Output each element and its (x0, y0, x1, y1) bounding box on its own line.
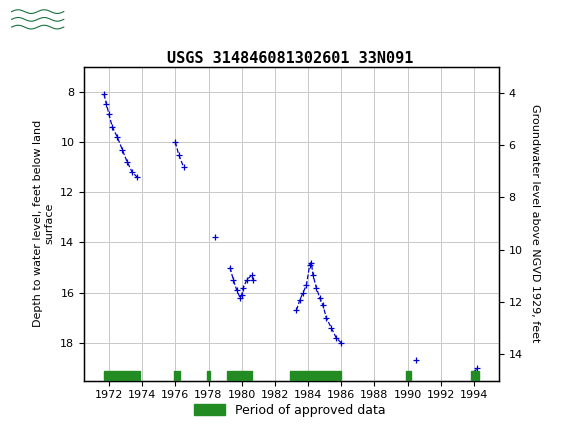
Bar (470, 371, 479, 380)
Text: USGS 314846081302601 33N091: USGS 314846081302601 33N091 (167, 51, 413, 65)
Bar (290, 371, 341, 380)
Bar (173, 371, 180, 380)
Bar (227, 371, 252, 380)
Bar (104, 371, 140, 380)
Text: USGS: USGS (72, 10, 128, 28)
Bar (12, 4, 64, 35)
Bar (207, 371, 210, 380)
Y-axis label: Depth to water level, feet below land
surface: Depth to water level, feet below land su… (33, 120, 55, 327)
Legend: Period of approved data: Period of approved data (189, 399, 391, 421)
Bar (406, 371, 411, 380)
Y-axis label: Groundwater level above NGVD 1929, feet: Groundwater level above NGVD 1929, feet (530, 104, 539, 343)
